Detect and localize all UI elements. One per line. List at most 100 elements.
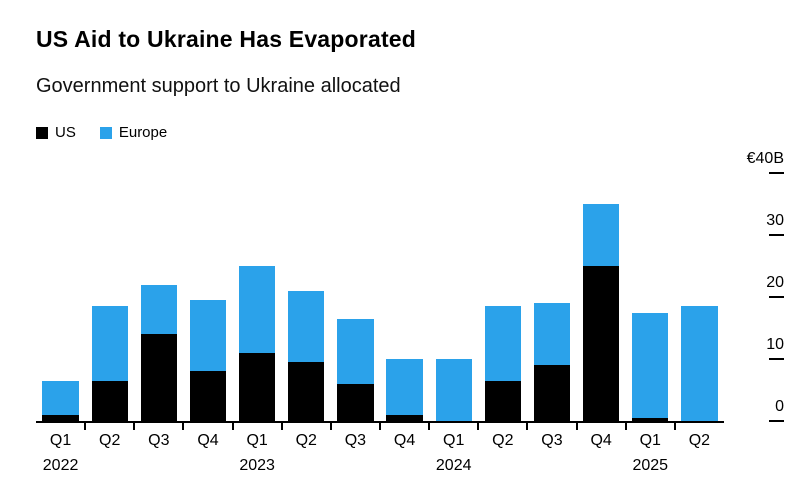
x-axis-tick [329, 423, 332, 430]
plot-wrap: Q1 Q2 Q3 Q4 Q1 Q2 Q3 Q4 Q1 Q2 Q3 Q4 Q1 Q2 2022 2023 202… [36, 145, 724, 475]
x-axis-labels: Q1 Q2 Q3 Q4 Q1 Q2 Q3 Q4 Q1 Q2 Q3 Q4 Q1 Q2 [36, 432, 724, 450]
year-label [577, 457, 626, 475]
y-tick-label: €40B [746, 150, 784, 167]
x-axis-tick [133, 423, 136, 430]
bar-segment-europe [435, 359, 472, 421]
y-tick-dash [769, 420, 784, 422]
bar-segment-us [484, 380, 522, 421]
x-tick-label: Q3 [148, 432, 170, 449]
chart-title: US Aid to Ukraine Has Evaporated [36, 26, 417, 52]
bar-segment-europe [337, 318, 374, 384]
x-axis-tick [379, 423, 381, 430]
x-axis-tick [526, 423, 529, 430]
bar-segment-us [386, 414, 423, 421]
y-tick-dash [769, 172, 784, 174]
bar-segment-us [582, 266, 620, 421]
stacked-bar-Q3-2 [140, 284, 178, 421]
x-axis-tick [428, 423, 431, 430]
bar-segment-us [533, 365, 571, 421]
y-tick-label: 0 [775, 398, 784, 415]
stacked-bar-Q2-1 [91, 306, 128, 421]
bar-slot [527, 173, 576, 421]
x-axis-tick [624, 423, 627, 430]
x-tick-label: Q1 [246, 432, 268, 449]
x-tick-label: Q3 [344, 432, 367, 449]
bar-segment-europe [386, 359, 423, 415]
bar-segment-us [337, 383, 374, 421]
bar-slot [626, 173, 675, 421]
bar-slot [331, 173, 380, 421]
x-tick-label: Q3 [541, 432, 563, 449]
y-tick-label: 30 [766, 212, 784, 229]
year-label [134, 457, 183, 475]
x-axis-tick [231, 423, 234, 430]
stacked-bar-Q1-4 [238, 266, 276, 421]
year-label [478, 457, 527, 475]
legend-item-us: US [36, 124, 76, 141]
bar-segment-europe [189, 300, 227, 372]
x-axis-tick [477, 423, 480, 430]
bar-segment-europe [288, 290, 325, 363]
x-axis-tick [84, 423, 87, 430]
x-axis-year-labels: 2022 2023 2024 2025 [36, 457, 724, 475]
year-label: 2023 [239, 457, 275, 474]
bar-slot [282, 173, 331, 421]
legend-item-europe: Europe [99, 124, 168, 141]
stacked-bar-Q2-9 [484, 306, 522, 421]
bar-segment-us [632, 417, 669, 421]
bar-segment-europe [632, 312, 669, 418]
y-tick-dash [769, 234, 784, 236]
legend-swatch-europe [99, 126, 112, 139]
bar-slot [577, 173, 626, 421]
bar-slot [478, 173, 527, 421]
x-tick-label: Q4 [197, 432, 219, 449]
legend-swatch-us [36, 126, 48, 139]
year-label: 2025 [632, 457, 669, 474]
stacked-bar-chart: Q1 Q2 Q3 Q4 Q1 Q2 Q3 Q4 Q1 Q2 Q3 Q4 Q1 Q2 2022 2023 202… [36, 145, 786, 475]
stacked-bar-Q4-3 [189, 300, 227, 421]
bar-segment-europe [238, 266, 276, 353]
bar-segment-us [288, 362, 325, 421]
bar-segment-us [140, 334, 178, 421]
bar-segment-us [91, 380, 128, 421]
x-tick-label: Q4 [393, 432, 416, 449]
legend: US Europe [36, 124, 786, 141]
bar-slot [380, 173, 429, 421]
legend-label-europe: Europe [118, 124, 168, 141]
year-label [183, 457, 232, 475]
bar-segment-us [189, 371, 227, 421]
bar-segment-europe [533, 303, 571, 366]
year-label [85, 457, 134, 475]
year-label [380, 457, 429, 475]
bar-slot [36, 173, 85, 421]
legend-label-us: US [55, 124, 76, 141]
stacked-bar-Q3-6 [337, 318, 374, 421]
plot-area [36, 173, 724, 430]
bar-slot [233, 173, 282, 421]
year-label: 2022 [42, 457, 79, 474]
bar-segment-europe [582, 204, 620, 266]
x-tick-label: Q4 [590, 432, 612, 449]
x-tick-label: Q2 [492, 432, 514, 449]
stacked-bar-Q1-12 [632, 312, 669, 421]
y-tick-dash [769, 358, 784, 360]
x-tick-label: Q1 [639, 432, 661, 449]
stacked-bar-Q1-8 [435, 359, 472, 421]
stacked-bar-Q2-13 [681, 306, 718, 421]
bar-slot [183, 173, 232, 421]
x-tick-label: Q2 [295, 432, 317, 449]
bar-segment-europe [42, 380, 79, 415]
year-label [527, 457, 576, 475]
stacked-bar-Q4-7 [386, 359, 423, 421]
bar-segment-europe [140, 284, 178, 335]
year-label [675, 457, 724, 475]
year-label: 2024 [435, 457, 472, 474]
bar-slot [85, 173, 134, 421]
year-label [331, 457, 380, 475]
stacked-bar-Q3-10 [533, 303, 571, 421]
x-axis-tick [673, 423, 676, 430]
stacked-bar-Q2-5 [288, 290, 325, 421]
stacked-bar-Q1-0 [42, 380, 79, 421]
x-tick-label: Q1 [49, 432, 72, 449]
